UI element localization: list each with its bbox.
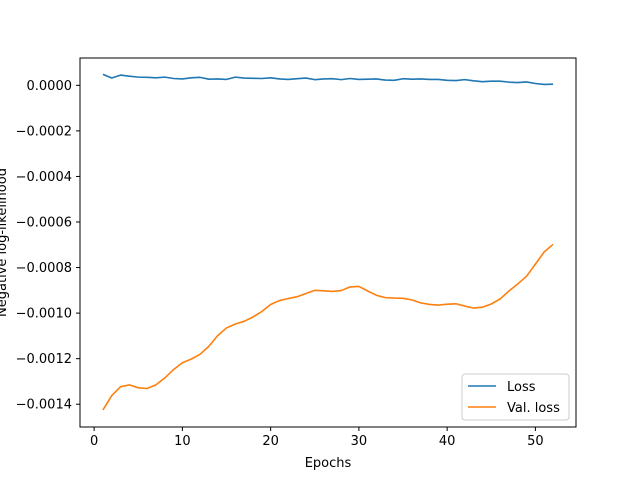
legend: Loss Val. loss — [461, 373, 570, 421]
x-tick-label: 40 — [439, 434, 456, 449]
x-tick-label: 20 — [262, 434, 279, 449]
y-tick-label: 0.0000 — [27, 79, 73, 94]
series-line-loss — [102, 73, 554, 86]
y-tick-label: −0.0008 — [16, 261, 72, 276]
series-line-val-loss — [102, 243, 554, 411]
y-tick-label: −0.0012 — [16, 352, 72, 367]
y-tick-label: −0.0014 — [16, 398, 72, 413]
axes-frame — [79, 57, 577, 428]
y-axis-label: Negative log-likelihood — [0, 168, 10, 317]
x-tick-label: 10 — [174, 434, 191, 449]
x-tick-label: 0 — [90, 434, 98, 449]
y-tick-label: −0.0004 — [16, 170, 72, 185]
y-tick-label: −0.0006 — [16, 216, 72, 231]
y-tick-label: −0.0010 — [16, 307, 72, 322]
legend-label-val-loss: Val. loss — [507, 401, 560, 416]
axis-ticks: 0 10 20 30 40 50 −0.0014 −0.0012 −0.0010 −0.0008 −… — [16, 79, 544, 449]
x-tick-label: 50 — [527, 434, 544, 449]
y-tick-label: −0.0002 — [16, 124, 72, 139]
plot-area — [102, 73, 554, 411]
legend-label-loss: Loss — [507, 380, 536, 395]
x-tick-label: 30 — [351, 434, 368, 449]
x-axis-label: Epochs — [305, 456, 352, 471]
